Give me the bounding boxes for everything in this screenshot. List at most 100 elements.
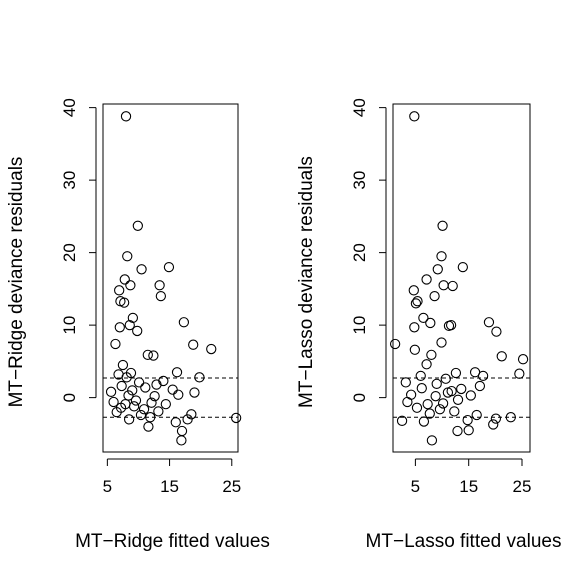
data-point [471,409,482,421]
data-point [127,385,138,396]
data-point [114,322,125,333]
data-point [488,419,499,430]
scatter-panel-1: 5 15 25 0 10 20 30 40 MT−Ridge fitted values MT−R… [6,98,270,552]
data-point [173,389,184,400]
data-point [514,368,525,379]
data-point [517,354,529,365]
data-point [115,402,127,413]
data-point [449,406,460,417]
data-point [418,416,430,427]
data-point [206,343,217,355]
data-point [186,409,197,420]
data-point [430,391,441,402]
plot-frame [392,103,531,453]
y-tick-label: 10 [350,316,369,335]
data-point [409,111,420,122]
data-point [122,251,133,262]
data-point [115,296,126,307]
data-point [424,408,435,419]
data-point [143,421,154,432]
data-point [490,413,502,424]
data-point [117,359,129,371]
data-point [189,387,200,398]
data-point [230,412,242,424]
data-point [167,384,178,395]
data-point [421,359,432,370]
data-point [135,409,147,421]
data-point [120,111,132,122]
data-point [400,377,411,388]
data-point [447,280,458,292]
y-tick-label: 0 [350,393,369,402]
data-point [125,280,136,291]
y-tick-label: 20 [60,243,79,262]
y-axis-title: MT−Lasso deviance residuals [296,156,317,408]
data-point [155,290,167,302]
data-point [450,367,462,379]
data-point [445,319,457,331]
data-point [163,261,175,273]
data-point [133,377,145,388]
data-point [194,372,205,383]
data-point [412,296,423,307]
data-point [389,338,401,350]
data-point [158,375,169,387]
data-point [440,373,451,384]
data-point [457,261,468,273]
data-point [452,394,464,405]
data-point [171,367,183,378]
data-point [396,415,408,426]
data-point [154,280,165,291]
data-point [148,350,159,361]
data-point [456,383,467,395]
data-point [505,412,516,423]
y-axis-title: MT−Ridge deviance residuals [6,157,27,408]
data-point [496,351,507,362]
data-point [426,435,438,446]
x-tick-label: 25 [222,477,241,496]
data-point [462,414,473,426]
scatter-panel-2: 5 15 25 0 10 20 30 40 MT−Lasso fitted values MT−L… [296,98,561,552]
y-tick-label: 20 [350,243,369,262]
data-point [409,322,420,333]
data-point [136,264,147,275]
data-point [408,285,419,296]
y-tick-label: 30 [350,171,369,190]
data-point [146,397,157,408]
data-point [110,338,121,350]
data-point [132,325,143,337]
y-tick-label: 30 [60,171,79,190]
data-point [410,298,422,309]
x-tick-label: 5 [411,477,420,496]
data-point [438,280,449,291]
y-tick-label: 0 [60,393,79,402]
data-point [127,312,139,324]
data-point [452,425,463,437]
data-point [176,425,188,437]
y-tick-label: 40 [60,98,79,117]
data-point [170,417,181,428]
data-point [105,386,117,397]
data-point [422,398,433,410]
data-point [437,398,449,409]
x-tick-label: 15 [160,477,179,496]
data-point [421,274,432,285]
data-point [188,339,199,350]
data-point [108,396,119,408]
data-point [434,404,446,415]
data-point [491,326,502,337]
data-point [132,220,143,231]
data-point [436,337,447,348]
data-point [130,395,142,406]
data-point [431,378,442,389]
data-point [138,404,150,415]
data-point [114,285,125,296]
data-point [153,406,164,417]
x-tick-label: 5 [103,477,112,496]
data-point [409,344,421,355]
x-axis-title: MT−Lasso fitted values [366,531,562,552]
plot-frame [102,103,239,453]
data-point [124,319,135,331]
data-point [477,370,489,382]
